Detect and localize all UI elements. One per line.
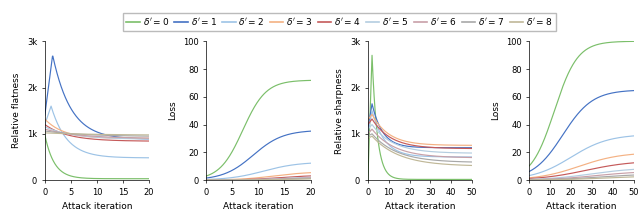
X-axis label: Attack iteration: Attack iteration	[223, 202, 294, 211]
Y-axis label: Loss: Loss	[168, 101, 177, 120]
Legend: $\delta' = 0$, $\delta' = 1$, $\delta' = 2$, $\delta' = 3$, $\delta' = 4$, $\del: $\delta' = 0$, $\delta' = 1$, $\delta' =…	[123, 13, 556, 31]
X-axis label: Attack iteration: Attack iteration	[385, 202, 455, 211]
X-axis label: Attack iteration: Attack iteration	[61, 202, 132, 211]
Y-axis label: Loss: Loss	[492, 101, 500, 120]
Y-axis label: Relative sharpness: Relative sharpness	[335, 68, 344, 154]
X-axis label: Attack iteration: Attack iteration	[547, 202, 617, 211]
Y-axis label: Relative flatness: Relative flatness	[12, 73, 21, 148]
